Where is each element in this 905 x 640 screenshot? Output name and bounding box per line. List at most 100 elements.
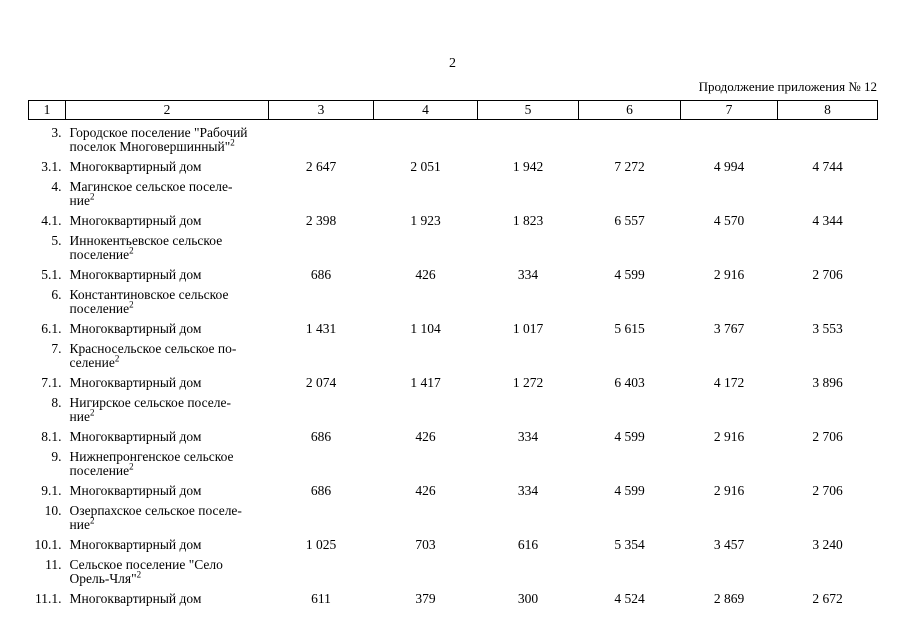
value-cell <box>374 390 478 424</box>
settlement-row: 11. Сельское поселение "Село Орель-Чля"2 <box>29 552 878 586</box>
value-cell: 300 <box>517 591 539 606</box>
value-cell <box>478 390 579 424</box>
value-cell <box>269 120 374 155</box>
value-cell <box>374 228 478 262</box>
footnote-marker: 2 <box>129 461 134 472</box>
value-cell: 1 017 <box>512 321 544 336</box>
value-cell: 334 <box>517 429 539 444</box>
row-label: Многоквартирный дом <box>69 213 202 228</box>
value-cell: 2 869 <box>713 591 745 606</box>
value-cell <box>478 228 579 262</box>
row-number: 6.1. <box>41 321 62 336</box>
value-cell: 334 <box>517 267 539 282</box>
value-cell <box>681 120 778 155</box>
building-row: 11.1. Многоквартирный дом 611 379 300 4 524 2 … <box>29 586 878 606</box>
row-number: 3.1. <box>41 159 62 174</box>
row-label: Многоквартирный дом <box>69 159 202 174</box>
value-cell <box>269 282 374 316</box>
settlement-row: 4. Магинское сельское поселе-ние2 <box>29 174 878 208</box>
value-cell: 379 <box>415 591 436 606</box>
column-header: 4 <box>373 100 478 120</box>
value-cell <box>374 174 478 208</box>
footnote-marker: 2 <box>136 569 142 580</box>
value-cell: 2 706 <box>812 429 843 444</box>
value-cell <box>269 444 374 478</box>
value-cell: 1 923 <box>410 213 441 228</box>
value-cell <box>681 390 778 424</box>
value-cell <box>579 498 681 532</box>
value-cell: 3 240 <box>812 537 843 552</box>
value-cell: 5 615 <box>614 321 645 336</box>
value-cell <box>374 552 478 586</box>
value-cell <box>681 498 778 532</box>
value-cell: 6 557 <box>614 213 645 228</box>
footnote-marker: 2 <box>129 299 134 310</box>
value-cell <box>778 444 878 478</box>
row-number: 4. <box>51 179 62 194</box>
row-label: Многоквартирный дом <box>69 429 202 444</box>
value-cell: 426 <box>415 429 436 444</box>
value-cell <box>778 174 878 208</box>
building-row: 6.1. Многоквартирный дом 1 431 1 104 1 017 5 … <box>29 316 878 336</box>
value-cell: 4 599 <box>614 483 645 498</box>
row-number: 11.1. <box>35 591 62 606</box>
value-cell: 2 074 <box>305 375 337 390</box>
value-cell <box>269 174 374 208</box>
building-row: 9.1. Многоквартирный дом 686 426 334 4 599 2 9… <box>29 478 878 498</box>
footnote-marker: 2 <box>89 407 95 418</box>
value-cell: 1 942 <box>512 159 544 174</box>
row-number: 10. <box>44 503 62 518</box>
value-cell <box>478 174 579 208</box>
settlement-row: 10. Озерпахское сельское поселе-ние2 <box>29 498 878 532</box>
row-number: 7. <box>51 341 62 356</box>
row-label: Многоквартирный дом <box>69 375 202 390</box>
value-cell <box>778 336 878 370</box>
value-cell: 2 672 <box>812 591 843 606</box>
value-cell: 611 <box>311 591 331 606</box>
value-cell: 6 403 <box>614 375 645 390</box>
column-header: 6 <box>578 100 681 120</box>
value-cell <box>374 444 478 478</box>
value-cell: 686 <box>310 429 332 444</box>
value-cell <box>579 444 681 478</box>
building-row: 5.1. Многоквартирный дом 686 426 334 4 599 2 9… <box>29 262 878 282</box>
value-cell: 2 398 <box>305 213 337 228</box>
value-cell: 4 344 <box>812 213 843 228</box>
value-cell: 1 417 <box>410 375 441 390</box>
building-row: 3.1. Многоквартирный дом 2 647 2 051 1 942 7 … <box>29 154 878 174</box>
value-cell: 4 994 <box>713 159 745 174</box>
value-cell <box>478 498 579 532</box>
column-header: 1 <box>28 100 66 120</box>
footnote-marker: 2 <box>230 137 235 148</box>
row-number: 5.1. <box>41 267 62 282</box>
value-cell <box>778 390 878 424</box>
value-cell: 2 916 <box>713 267 745 282</box>
row-number: 4.1. <box>41 213 62 228</box>
row-label: Многоквартирный дом <box>69 483 202 498</box>
value-cell <box>778 552 878 586</box>
value-cell: 616 <box>517 537 539 552</box>
value-cell: 4 599 <box>614 429 645 444</box>
value-cell <box>579 336 681 370</box>
row-number: 8. <box>51 395 62 410</box>
value-cell: 4 172 <box>713 375 745 390</box>
value-cell <box>374 336 478 370</box>
row-number: 11. <box>45 557 62 572</box>
settlement-row: 6. Константиновское сельское поселение2 <box>29 282 878 316</box>
settlement-row: 5. Иннокентьевское сельское поселение2 <box>29 228 878 262</box>
value-cell <box>478 282 579 316</box>
column-header: 2 <box>65 100 269 120</box>
settlement-row: 9. Нижнепронгенское сельское поселение2 <box>29 444 878 478</box>
value-cell: 4 744 <box>812 159 843 174</box>
value-cell <box>778 228 878 262</box>
value-cell: 1 104 <box>410 321 441 336</box>
value-cell <box>579 228 681 262</box>
row-label: Озерпахское сельское поселе-ние2 <box>69 503 242 532</box>
value-cell <box>579 282 681 316</box>
value-cell <box>478 336 579 370</box>
building-row: 8.1. Многоквартирный дом 686 426 334 4 599 2 9… <box>29 424 878 444</box>
row-number: 5. <box>51 233 62 248</box>
value-cell: 7 272 <box>614 159 645 174</box>
